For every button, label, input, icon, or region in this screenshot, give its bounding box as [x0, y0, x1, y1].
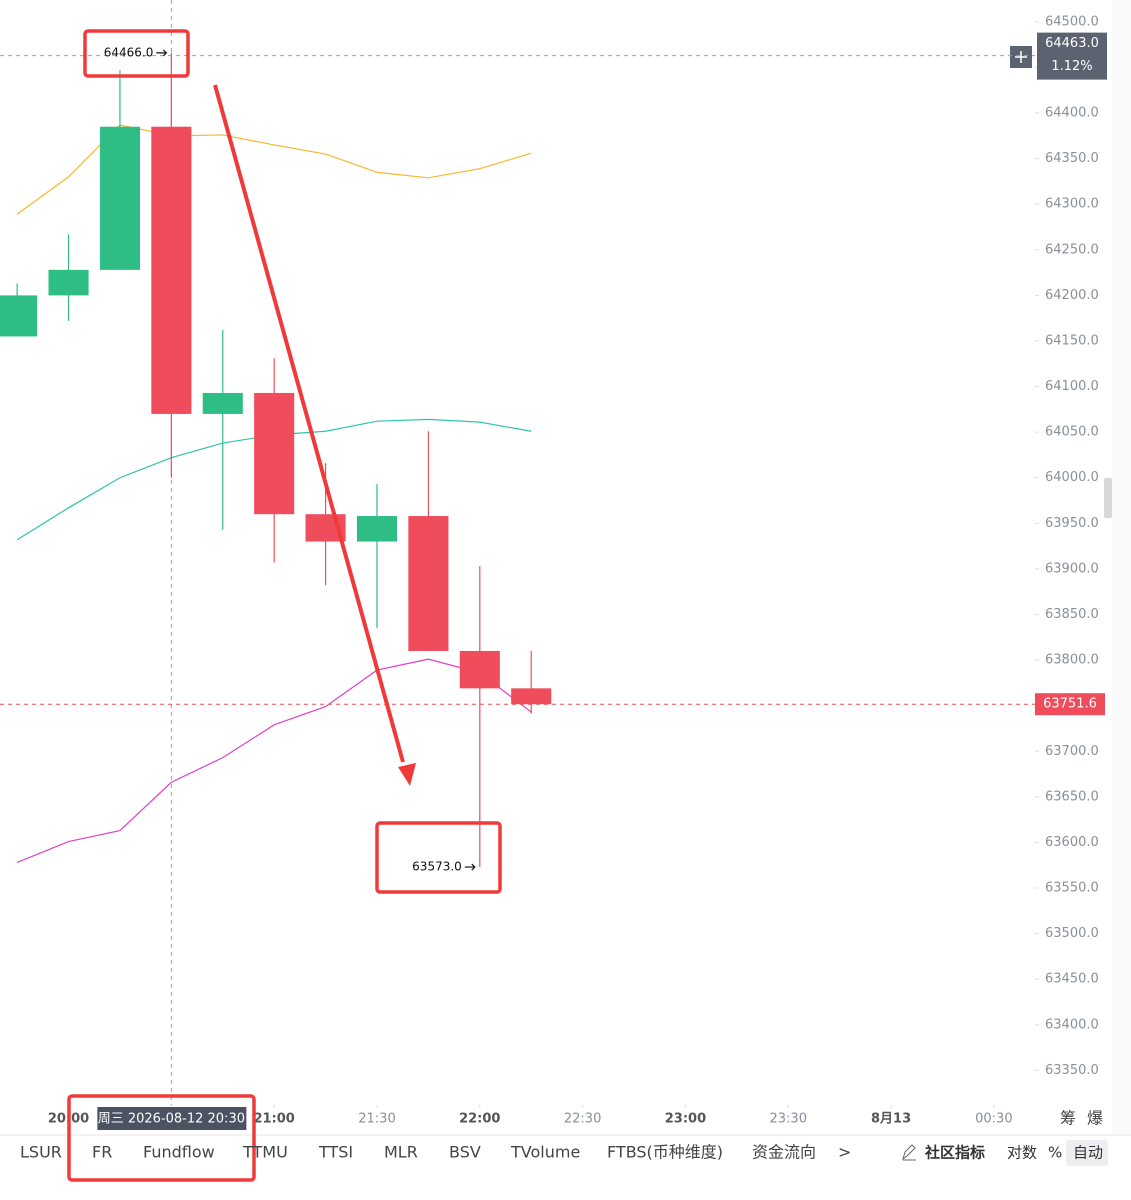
x-tick-label: 23:30	[770, 1112, 807, 1127]
order-book-strip	[1112, 0, 1131, 1135]
marker-arrow	[156, 49, 168, 57]
indicator-line	[16, 658, 532, 864]
toolbar-right-item[interactable]: 社区指标	[924, 1144, 985, 1162]
y-tick-label: 64150.0	[1045, 333, 1099, 348]
toolbar-right-item[interactable]: 自动	[1073, 1144, 1103, 1162]
x-tick-label: 22:30	[564, 1112, 601, 1127]
last-price-label: 63751.6	[1043, 697, 1097, 712]
marker-arrow	[464, 863, 476, 871]
side-handle[interactable]	[1104, 478, 1112, 518]
y-tick-label: 63700.0	[1045, 744, 1099, 759]
candle-body	[99, 126, 140, 270]
candle-body	[202, 392, 243, 414]
y-tick-label: 64000.0	[1045, 470, 1099, 485]
y-tick-label: 63800.0	[1045, 653, 1099, 668]
toolbar-item[interactable]: FTBS(币种维度)	[607, 1143, 723, 1162]
toolbar-item[interactable]: MLR	[384, 1143, 418, 1162]
toolbar-right-item[interactable]: 对数	[1007, 1144, 1037, 1162]
y-tick-label: 63650.0	[1045, 789, 1099, 804]
annotation-box	[67, 1094, 256, 1182]
auto-bg	[1066, 1140, 1108, 1166]
y-tick-label: 64500.0	[1045, 14, 1099, 29]
crosshair-price-label: 64463.0	[1045, 36, 1099, 51]
y-tick-label: 63350.0	[1045, 1063, 1099, 1078]
low-marker-label: 63573.0	[412, 860, 462, 874]
crosshair-time-tag	[97, 1107, 247, 1130]
toolbar-item[interactable]: TTMU	[242, 1143, 288, 1162]
candle-body	[408, 516, 449, 651]
candle-body	[356, 516, 398, 542]
y-tick-label: 63600.0	[1045, 835, 1099, 850]
crosshair-price-tag	[1037, 32, 1107, 80]
y-tick-label: 64100.0	[1045, 379, 1099, 394]
candle-body	[48, 269, 89, 296]
y-tick-label: 64250.0	[1045, 242, 1099, 257]
plot: 64500.064450.064400.064350.064300.064250…	[0, 0, 1107, 1130]
y-tick-label: 63900.0	[1045, 561, 1099, 576]
x-tick-label: 23:00	[665, 1112, 706, 1127]
y-tick-label: 63950.0	[1045, 516, 1099, 531]
x-tick-label: 22:00	[459, 1112, 500, 1127]
high-marker-label: 64466.0	[104, 45, 154, 59]
annotation-box	[83, 29, 190, 78]
axis-icon[interactable]: 筹	[1060, 1109, 1076, 1128]
last-price-tag	[1035, 693, 1105, 716]
y-tick-label: 64050.0	[1045, 425, 1099, 440]
candle-body	[151, 126, 192, 414]
y-tick-label: 63550.0	[1045, 881, 1099, 896]
add-icon	[1015, 51, 1027, 63]
y-tick-label: 63850.0	[1045, 607, 1099, 622]
toolbar-item[interactable]: FR	[92, 1143, 112, 1162]
toolbar-item[interactable]: TTSI	[318, 1143, 353, 1162]
candle-body	[459, 650, 500, 689]
y-tick-label: 64350.0	[1045, 151, 1099, 166]
toolbar-item[interactable]: TVolume	[510, 1143, 580, 1162]
y-tick-label: 64300.0	[1045, 197, 1099, 212]
y-tick-label: 63400.0	[1045, 1017, 1099, 1032]
x-tick-label: 00:30	[975, 1112, 1012, 1127]
candle-body	[254, 392, 295, 515]
toolbar-item[interactable]: >	[838, 1143, 851, 1162]
toolbar-item[interactable]: Fundflow	[143, 1143, 215, 1162]
toolbar-right-item[interactable]: %	[1048, 1144, 1062, 1162]
edit-icon	[902, 1144, 916, 1161]
y-tick-label: 64400.0	[1045, 106, 1099, 121]
candle-body	[511, 688, 552, 705]
crosshair-time-label: 周三 2026-08-12 20:30	[98, 1112, 245, 1127]
toolbar-item[interactable]: LSUR	[20, 1143, 62, 1162]
candle-body	[0, 295, 38, 337]
crosshair-change-label: 1.12%	[1051, 59, 1092, 74]
toolbar-item[interactable]: 资金流向	[752, 1143, 816, 1162]
annotation-arrowhead	[398, 763, 416, 786]
y-tick-label: 64200.0	[1045, 288, 1099, 303]
axis-icon[interactable]: 爆	[1087, 1109, 1103, 1128]
x-tick-label: 21:30	[358, 1112, 395, 1127]
annotation-arrow	[213, 84, 405, 763]
x-tick-label: 8月13	[871, 1112, 911, 1127]
y-tick-label: 63450.0	[1045, 972, 1099, 987]
toolbar-item[interactable]: BSV	[449, 1143, 481, 1162]
y-tick-label: 63500.0	[1045, 926, 1099, 941]
annotation-box	[375, 821, 502, 894]
x-tick-label: 21:00	[253, 1112, 294, 1127]
